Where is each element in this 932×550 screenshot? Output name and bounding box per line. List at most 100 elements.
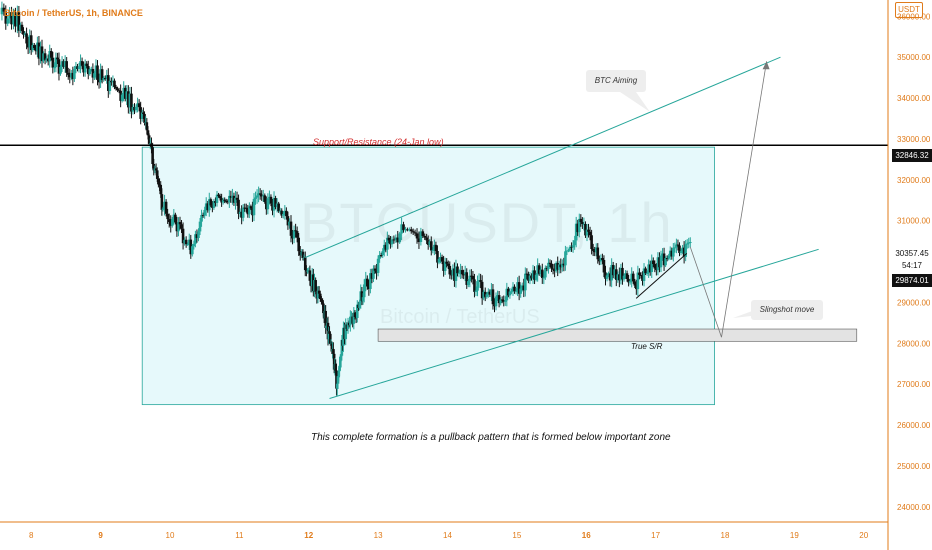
candle-body bbox=[511, 286, 515, 292]
candle-body bbox=[483, 291, 487, 297]
y-tick-label: 31000.00 bbox=[897, 217, 931, 226]
candle-body bbox=[408, 229, 411, 231]
candle-body bbox=[542, 277, 546, 279]
candle-body bbox=[361, 297, 365, 301]
candle-body bbox=[527, 274, 530, 281]
candle-body bbox=[471, 275, 475, 280]
candle-body bbox=[332, 353, 336, 370]
candle-body bbox=[272, 198, 276, 211]
candle-body bbox=[177, 222, 180, 232]
btc-aiming-callout[interactable]: BTC Aiming bbox=[586, 70, 646, 92]
candle-body bbox=[90, 69, 93, 71]
x-tick-label: 8 bbox=[29, 531, 34, 540]
candle-body bbox=[507, 288, 510, 296]
true-sr-label: True S/R bbox=[631, 342, 663, 351]
candle-body bbox=[630, 273, 633, 281]
x-tick-label: 17 bbox=[651, 531, 660, 540]
candle-body bbox=[514, 291, 518, 293]
candle-body bbox=[275, 203, 279, 208]
candle-body bbox=[502, 300, 506, 302]
candle-body bbox=[220, 198, 223, 203]
watermark-symbol: BTCUSDT, 1h bbox=[300, 191, 674, 254]
candle-body bbox=[605, 275, 609, 279]
candle-body bbox=[76, 66, 79, 69]
candle-body bbox=[533, 270, 536, 280]
candle-body bbox=[117, 90, 121, 92]
candle-body bbox=[234, 197, 237, 203]
candle-body bbox=[559, 264, 563, 268]
candle-body bbox=[37, 42, 41, 59]
candle-body bbox=[70, 72, 73, 78]
candle-body bbox=[251, 208, 254, 216]
projection-path bbox=[689, 61, 767, 338]
candle-body bbox=[442, 261, 445, 271]
candle-body bbox=[340, 339, 344, 356]
candle-body bbox=[590, 235, 593, 250]
candle-body bbox=[108, 80, 112, 91]
candle-body bbox=[613, 269, 617, 276]
candle-body bbox=[534, 274, 538, 280]
candle-body bbox=[320, 299, 323, 302]
candle-body bbox=[145, 122, 149, 131]
candle-body bbox=[339, 355, 343, 357]
candle-body bbox=[329, 333, 332, 344]
candle-body bbox=[476, 281, 479, 291]
candle-body bbox=[409, 229, 413, 232]
candle-body bbox=[641, 275, 644, 281]
candle-body bbox=[446, 263, 450, 266]
candle-body bbox=[224, 200, 228, 202]
candle-body bbox=[550, 263, 553, 269]
candle-body bbox=[4, 11, 8, 24]
candle-body bbox=[243, 207, 247, 209]
candle-body bbox=[618, 274, 621, 281]
candle-body bbox=[297, 237, 300, 252]
candle-body bbox=[252, 198, 256, 216]
candle-body bbox=[186, 244, 189, 246]
candle-body bbox=[370, 273, 374, 279]
candle-body bbox=[10, 12, 13, 25]
candle-body bbox=[616, 274, 620, 280]
candle-body bbox=[631, 273, 635, 282]
candle-body bbox=[26, 43, 30, 48]
candle-body bbox=[366, 278, 369, 287]
candle-body bbox=[123, 87, 127, 99]
candle-body bbox=[381, 251, 385, 256]
currency-button[interactable]: USDT bbox=[895, 2, 923, 18]
candle-body bbox=[134, 106, 138, 111]
candle-body bbox=[280, 210, 284, 216]
candle-body bbox=[378, 255, 381, 259]
candle-body bbox=[167, 219, 171, 223]
candle-body bbox=[426, 240, 430, 245]
y-tick-label: 32000.00 bbox=[897, 176, 931, 185]
candle-body bbox=[659, 255, 663, 268]
candle-body bbox=[20, 24, 24, 31]
candle-body bbox=[19, 24, 22, 31]
candle-body bbox=[335, 383, 339, 389]
slingshot-callout[interactable]: Slingshot move bbox=[751, 300, 823, 320]
candle-body bbox=[635, 285, 638, 290]
candle-body bbox=[122, 87, 126, 95]
candle-body bbox=[503, 300, 507, 302]
candle-body bbox=[488, 291, 492, 295]
candle-body bbox=[673, 247, 677, 249]
symbol-title: Bitcoin / TetherUS, 1h, BINANCE bbox=[4, 8, 143, 18]
candle-body bbox=[33, 45, 36, 49]
candle-body bbox=[143, 113, 146, 123]
candle-body bbox=[204, 203, 208, 210]
candle-body bbox=[602, 259, 606, 273]
candle-body bbox=[116, 88, 119, 91]
candle-body bbox=[585, 229, 589, 236]
candle-body bbox=[99, 69, 102, 83]
x-tick-label: 9 bbox=[98, 531, 103, 540]
resistance-price-tag: 32846.32 bbox=[892, 149, 932, 162]
x-tick-label: 14 bbox=[443, 531, 452, 540]
candle-body bbox=[392, 239, 396, 241]
candle-body bbox=[510, 291, 513, 293]
candle-body bbox=[587, 229, 590, 232]
btc-aiming-pointer bbox=[620, 92, 650, 112]
candle-body bbox=[265, 201, 268, 210]
candle-body bbox=[525, 273, 529, 275]
candle-body bbox=[588, 231, 592, 236]
candle-body bbox=[561, 263, 564, 268]
